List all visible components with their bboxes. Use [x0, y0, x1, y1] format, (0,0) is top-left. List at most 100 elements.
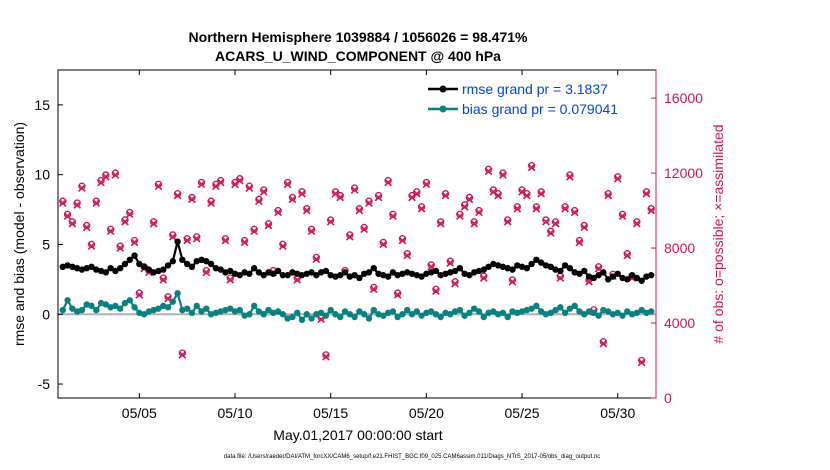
bias-point — [69, 305, 76, 312]
bias-point — [432, 311, 440, 318]
rmse-point — [246, 270, 253, 277]
obs-assimilated-point — [288, 195, 297, 204]
rmse-point — [351, 271, 358, 279]
rmse-point — [604, 276, 612, 283]
bias-point — [183, 305, 191, 312]
rmse-point — [600, 269, 607, 276]
legend: rmse grand pr = 3.1837 bias grand pr = 0… — [428, 81, 618, 117]
bias-point — [624, 308, 631, 315]
obs-assimilated-point — [298, 189, 306, 198]
obs-assimilated-point — [307, 227, 316, 236]
bias-point — [341, 308, 349, 315]
rmse-point — [260, 271, 267, 279]
obs-assimilated-point — [235, 176, 244, 185]
bias-point — [93, 306, 100, 314]
obs-assimilated-point — [274, 208, 282, 217]
rmse-point — [628, 271, 636, 279]
bias-series — [59, 290, 655, 324]
rmse-point — [337, 271, 344, 279]
obs-assimilated-point — [604, 191, 613, 200]
obs-assimilated-point — [513, 204, 522, 213]
obs-assimilated-point — [63, 212, 72, 221]
obs-assimilated-point — [345, 232, 354, 241]
obs-assimilated-point — [116, 244, 125, 252]
bias-point — [475, 308, 483, 315]
obs-assimilated-point — [183, 236, 192, 245]
obs-assimilated-point — [580, 223, 589, 232]
rmse-point — [432, 267, 440, 275]
rmse-point — [384, 273, 392, 280]
obs-assimilated-point — [226, 276, 235, 284]
bias-point — [351, 313, 358, 321]
bias-point — [413, 308, 420, 315]
obs-assimilated-point — [121, 217, 129, 226]
rmse-point — [116, 264, 124, 272]
obs-assimilated-point — [508, 277, 517, 286]
obs-assimilated-point — [130, 238, 139, 247]
obs-assimilated-point — [111, 171, 120, 179]
obs-assimilated-point — [527, 163, 536, 172]
bias-point — [619, 312, 626, 319]
rmse-point — [576, 270, 583, 277]
obs-assimilated-point — [393, 291, 402, 299]
bias-point — [499, 309, 507, 317]
obs-assimilated-point — [455, 212, 464, 221]
bias-point — [581, 311, 588, 318]
obs-assimilated-point — [78, 184, 86, 192]
bias-point — [648, 308, 655, 315]
obs-assimilated-point — [403, 251, 412, 260]
bias-point — [317, 309, 325, 317]
obs-assimilated-point — [293, 276, 302, 284]
legend-bias-label: bias grand pr = 0.079041 — [462, 101, 618, 117]
bias-point — [294, 309, 301, 317]
obs-assimilated-point — [322, 352, 330, 361]
rmse-point — [188, 263, 196, 270]
obs-assimilated-point — [92, 199, 101, 207]
obs-assimilated-point — [73, 201, 82, 209]
y-right-tick-label: 0 — [664, 390, 672, 406]
bias-point — [490, 308, 497, 315]
obs-assimilated-point — [451, 279, 459, 288]
legend-bias-marker — [439, 105, 447, 113]
bias-point — [126, 297, 133, 304]
obs-assimilated-point — [389, 212, 397, 221]
bias-point — [633, 309, 641, 317]
obs-assimilated-point — [240, 238, 249, 247]
rmse-point — [236, 271, 243, 279]
rmse-point — [131, 252, 138, 259]
rmse-point — [595, 271, 602, 279]
obs-assimilated-point — [427, 262, 436, 271]
bias-point — [389, 308, 397, 315]
obs-assimilated-point — [149, 219, 158, 228]
bias-point — [461, 312, 468, 319]
rmse-point — [140, 263, 148, 270]
obs-assimilated-point — [632, 219, 641, 228]
rmse-point — [533, 256, 540, 264]
obs-assimilated-point — [575, 238, 584, 247]
obs-assimilated-point — [398, 236, 407, 245]
obs-assimilated-point — [436, 219, 445, 228]
rmse-point — [566, 264, 574, 272]
bias-point — [250, 302, 258, 310]
obs-assimilated-point — [522, 191, 531, 200]
obs-assimilated-point — [417, 204, 426, 213]
obs-assimilated-point — [312, 255, 321, 264]
rmse-point — [174, 238, 181, 245]
rmse-point — [279, 271, 287, 279]
y-left-tick-label: 10 — [34, 167, 50, 183]
rmse-point — [624, 276, 631, 283]
plot-area — [58, 70, 656, 398]
obs-assimilated-point — [432, 287, 440, 296]
obs-assimilated-point — [202, 268, 211, 277]
obs-assimilated-point — [259, 187, 268, 196]
obs-assimilated-point — [570, 208, 579, 217]
y-left-tick-label: 5 — [42, 236, 50, 252]
bias-point — [236, 306, 243, 314]
obs-assimilated-point — [360, 225, 369, 234]
bias-point — [418, 312, 425, 319]
rmse-point — [370, 264, 377, 272]
obs-assimilated-point — [499, 171, 507, 179]
y-right-tick-label: 12000 — [664, 165, 703, 181]
bias-point — [480, 313, 487, 321]
bias-point — [102, 301, 110, 308]
